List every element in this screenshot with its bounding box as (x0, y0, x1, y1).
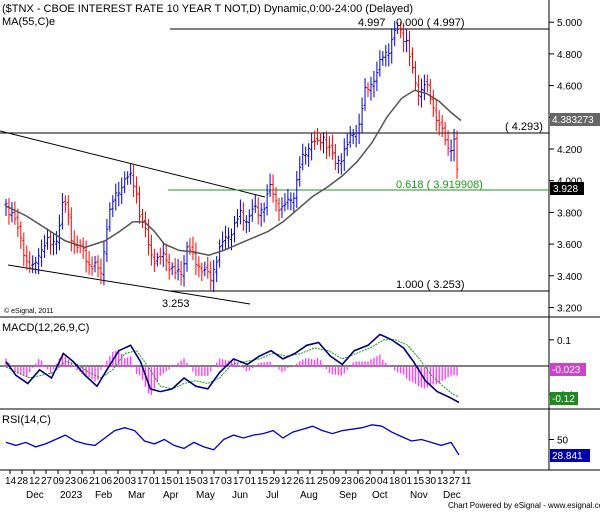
price-y-tick-label: 3.400 (557, 272, 582, 283)
annotation-level-618: 0.618 ( 3.919908) (396, 179, 483, 191)
x-day-label: 12 (281, 476, 293, 487)
x-day-label: 23 (65, 476, 77, 487)
x-day-label: 26 (293, 476, 305, 487)
x-day-label: 01 (173, 476, 185, 487)
x-month-label: Oct (372, 490, 388, 501)
x-month-label: Aug (300, 490, 318, 501)
x-month-label: Jun (232, 490, 248, 501)
x-day-label: 25 (317, 476, 329, 487)
ma-label: MA(55,C)e (2, 16, 55, 28)
ma-55-line (5, 89, 462, 256)
macd-signal-line (5, 339, 460, 398)
annotation-low: 3.253 (162, 298, 190, 310)
rsi-value-tag: 28.841 (552, 451, 583, 462)
x-day-label: 06 (77, 476, 89, 487)
x-day-label: 11 (461, 476, 472, 487)
x-month-label: Nov (410, 490, 428, 501)
ma-value-tag: 4.383273 (552, 115, 594, 126)
macd-y-tick-label: 0.1 (557, 336, 571, 347)
x-day-label: 15 (257, 476, 269, 487)
x-day-label: 01 (401, 476, 413, 487)
signal-value-tag: -0.12 (552, 394, 575, 405)
x-day-label: 30 (425, 476, 437, 487)
price-y-tick-label: 4.600 (557, 82, 582, 93)
rsi-y-tick-label: 50 (557, 436, 569, 447)
annotation-level-100: 1.000 ( 3.253) (396, 279, 465, 291)
lower-channel-trendline (7, 264, 251, 305)
price-tag-bg (550, 182, 584, 195)
x-month-label: Feb (95, 490, 113, 501)
x-day-label: 17 (233, 476, 245, 487)
chart-title: ($TNX - CBOE INTEREST RATE 10 YEAR T NOT… (2, 3, 413, 15)
x-month-label: May (196, 490, 215, 501)
x-day-label: 03 (221, 476, 233, 487)
x-month-label: Dec (26, 490, 44, 501)
x-day-label: 17 (209, 476, 221, 487)
macd-value-tag: -0.023 (552, 365, 581, 376)
price-y-tick-label: 4.800 (557, 50, 582, 61)
x-month-label: Apr (163, 490, 179, 501)
x-day-label: 27 (449, 476, 461, 487)
price-y-tick-label: 3.600 (557, 240, 582, 251)
x-day-label: 28 (17, 476, 29, 487)
x-day-label: 23 (341, 476, 353, 487)
current-price-tag: 3.928 (553, 184, 578, 195)
x-month-label: 2023 (60, 490, 83, 501)
rsi-y-axis: 50 (549, 436, 569, 447)
x-day-label: 12 (29, 476, 41, 487)
price-y-tick-label: 5.000 (557, 18, 582, 29)
x-day-label: 13 (437, 476, 449, 487)
x-day-label: 09 (329, 476, 341, 487)
ma-value-tag-bg (550, 113, 600, 126)
signal-value-tag-bg (550, 392, 578, 405)
footer-credit: Chart Powered by eSignal - www.esignal.c… (448, 501, 600, 510)
x-axis-day-labels: 14 28 12 27 09 23 06 21 06 20 03 17 01 15 01 15 03 17 03 17… (5, 470, 472, 487)
x-day-label: 17 (137, 476, 149, 487)
x-month-label: Mar (128, 490, 146, 501)
x-day-label: 20 (113, 476, 125, 487)
price-y-tick-label: 4.200 (557, 145, 582, 156)
x-day-label: 21 (89, 476, 101, 487)
rsi-value-tag-bg (550, 449, 590, 462)
upper-channel-trendline (0, 130, 266, 198)
x-day-label: 03 (197, 476, 209, 487)
x-day-label: 14 (5, 476, 17, 487)
macd-value-tag-bg (550, 363, 586, 376)
x-day-label: 18 (389, 476, 401, 487)
x-day-label: 03 (125, 476, 137, 487)
annotation-high: 4.997 (358, 17, 386, 29)
x-day-label: 15 (185, 476, 197, 487)
x-month-label: Sep (339, 490, 357, 501)
x-day-label: 09 (53, 476, 65, 487)
x-month-label: Dec (443, 490, 461, 501)
annotation-level-4293: ( 4.293) (505, 121, 543, 133)
x-day-label: 04 (377, 476, 389, 487)
macd-label: MACD(12,26,9,C) (2, 322, 89, 334)
rsi-line (5, 424, 460, 456)
x-day-label: 01 (245, 476, 257, 487)
x-day-label: 20 (365, 476, 377, 487)
x-day-label: 15 (161, 476, 173, 487)
rsi-label: RSI(14,C) (2, 414, 51, 426)
price-bars (4, 20, 459, 293)
x-month-label: Jul (266, 490, 279, 501)
price-y-tick-label: 3.200 (557, 303, 582, 314)
x-day-label: 27 (41, 476, 53, 487)
x-axis-month-labels: Dec 2023 Feb Mar Apr May Jun Jul Aug Sep Oct Nov Dec (26, 490, 461, 501)
x-day-label: 29 (269, 476, 281, 487)
price-y-tick-label: 3.800 (557, 208, 582, 219)
x-day-label: 06 (353, 476, 365, 487)
x-day-label: 06 (101, 476, 113, 487)
annotation-level-0: 0.000 ( 4.997) (396, 17, 465, 29)
x-day-label: 01 (149, 476, 161, 487)
x-day-label: 11 (305, 476, 316, 487)
copyright-text: © eSignal, 2011 (4, 307, 54, 315)
macd-line (5, 333, 460, 404)
x-day-label: 15 (413, 476, 425, 487)
